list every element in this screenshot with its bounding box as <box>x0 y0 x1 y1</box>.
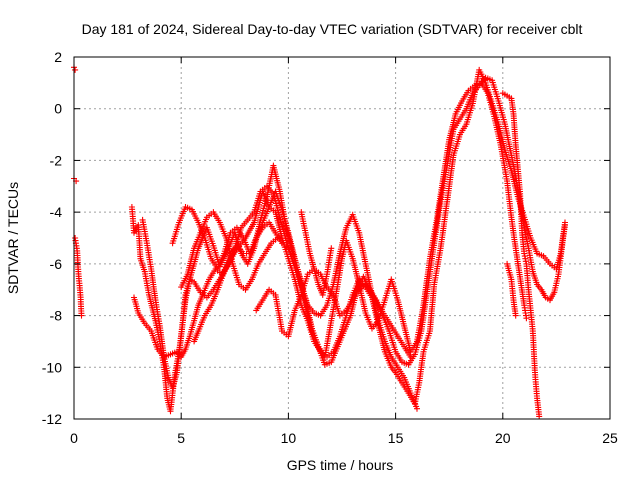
series-arc-1 <box>72 235 85 319</box>
data-point <box>407 353 414 360</box>
chart-title: Day 181 of 2024, Sidereal Day-to-day VTE… <box>82 21 583 37</box>
series-arc-0b <box>71 175 80 185</box>
data-series <box>71 64 568 420</box>
x-tick-label: 0 <box>70 430 78 446</box>
x-tick-label: 25 <box>602 430 618 446</box>
y-tick-label: -2 <box>50 152 63 168</box>
series-arc-11 <box>499 90 543 420</box>
series-arc-0a <box>71 64 79 73</box>
y-tick-label: -4 <box>50 204 63 220</box>
axis-ticks: 0 5 10 15 20 25 -12 -10 -8 -6 -4 -2 0 2 <box>42 49 618 446</box>
x-axis-label: GPS time / hours <box>287 457 394 473</box>
series-arc-5 <box>191 188 420 412</box>
data-point <box>72 66 79 73</box>
data-point <box>536 413 543 420</box>
data-point <box>521 250 528 257</box>
series-arc-10 <box>504 260 519 319</box>
data-point <box>414 405 420 412</box>
series-arc-2 <box>128 79 530 415</box>
y-tick-label: 2 <box>54 49 62 65</box>
data-point <box>562 219 568 226</box>
data-point <box>328 245 335 252</box>
y-axis-label: SDTVAR / TECUs <box>5 182 21 294</box>
y-tick-label: -8 <box>50 308 63 324</box>
plot-frame <box>73 56 611 420</box>
y-tick-label: 0 <box>54 101 62 117</box>
y-tick-label: -10 <box>42 359 62 375</box>
data-point <box>512 312 519 319</box>
data-point <box>523 315 530 322</box>
y-tick-label: -6 <box>50 256 63 272</box>
x-tick-label: 10 <box>281 430 297 446</box>
series-arc-8 <box>169 204 292 272</box>
y-tick-label: -12 <box>42 411 62 427</box>
series-arc-6 <box>253 266 414 360</box>
data-point <box>285 245 292 252</box>
x-tick-label: 5 <box>177 430 185 446</box>
series-arc-9 <box>298 209 335 298</box>
x-tick-label: 20 <box>495 430 511 446</box>
x-tick-label: 15 <box>388 430 404 446</box>
data-point-dense <box>522 258 529 265</box>
